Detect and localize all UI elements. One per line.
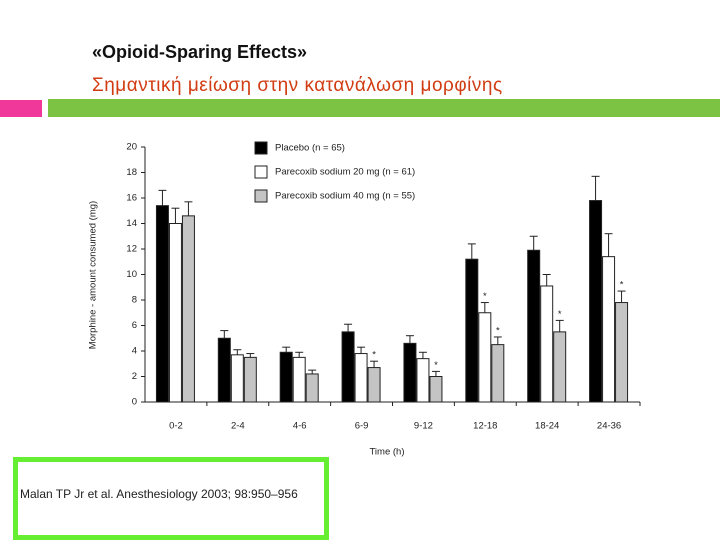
y-tick-label: 2 — [132, 371, 137, 382]
slide-subtitle: Σημαντική μείωση στην κατανάλωση μορφίνη… — [92, 75, 503, 96]
y-tick-label: 0 — [132, 397, 137, 408]
bar — [279, 351, 293, 403]
y-tick-label: 8 — [132, 295, 137, 306]
bar — [527, 249, 541, 403]
y-tick-label: 20 — [126, 142, 137, 153]
y-tick-label: 18 — [126, 167, 137, 178]
y-tick-label: 4 — [132, 346, 137, 357]
decor-bar — [48, 99, 720, 117]
significance-marker: * — [620, 280, 624, 291]
bar — [292, 356, 306, 403]
significance-marker: * — [372, 350, 376, 361]
x-tick-label: 2-4 — [231, 421, 245, 432]
y-tick-label: 16 — [126, 193, 137, 204]
y-tick-label: 12 — [126, 244, 137, 255]
legend-swatch — [254, 189, 268, 203]
legend-swatch — [254, 165, 268, 179]
y-tick-label: 10 — [126, 269, 137, 280]
x-tick-label: 12-18 — [473, 421, 497, 432]
citation: Malan TP Jr et al. Anesthesiology 2003; … — [13, 457, 329, 540]
bar — [589, 200, 603, 403]
x-tick-label: 18-24 — [535, 421, 559, 432]
x-tick-label: 6-9 — [355, 421, 369, 432]
y-tick-label: 6 — [132, 320, 137, 331]
x-tick-label: 0-2 — [169, 421, 183, 432]
bar — [217, 337, 231, 403]
bar — [305, 373, 319, 403]
x-tick-label: 4-6 — [293, 421, 307, 432]
bar — [155, 205, 169, 403]
slide-title: «Opioid-Sparing Effects» — [92, 42, 308, 62]
significance-marker: * — [434, 360, 438, 371]
bar — [354, 353, 368, 403]
bar — [416, 358, 430, 403]
bar — [429, 376, 443, 403]
significance-marker: * — [558, 309, 562, 320]
bar — [602, 256, 616, 403]
bar — [553, 331, 567, 403]
legend-label: Placebo (n = 65) — [275, 143, 345, 154]
bar — [341, 331, 355, 403]
bar — [478, 312, 492, 403]
decor-block — [0, 100, 42, 117]
bar — [367, 367, 381, 403]
y-tick-label: 14 — [126, 218, 137, 229]
x-axis-label: Time (h) — [369, 447, 404, 458]
bar — [403, 342, 417, 403]
x-tick-label: 9-12 — [414, 421, 433, 432]
bar — [243, 356, 257, 403]
bar — [491, 344, 505, 403]
bar — [540, 285, 554, 403]
bar — [465, 258, 479, 403]
legend-label: Parecoxib sodium 40 mg (n = 55) — [275, 191, 415, 202]
bar — [615, 302, 629, 403]
bar — [230, 354, 244, 403]
bar — [181, 215, 195, 403]
legend-swatch — [254, 141, 268, 155]
legend-label: Parecoxib sodium 20 mg (n = 61) — [275, 167, 415, 178]
significance-marker: * — [483, 291, 487, 302]
y-axis-label: Morphine - amount consumed (mg) — [88, 201, 99, 349]
significance-marker: * — [496, 325, 500, 336]
x-tick-label: 24-36 — [597, 421, 621, 432]
bar — [168, 223, 182, 403]
